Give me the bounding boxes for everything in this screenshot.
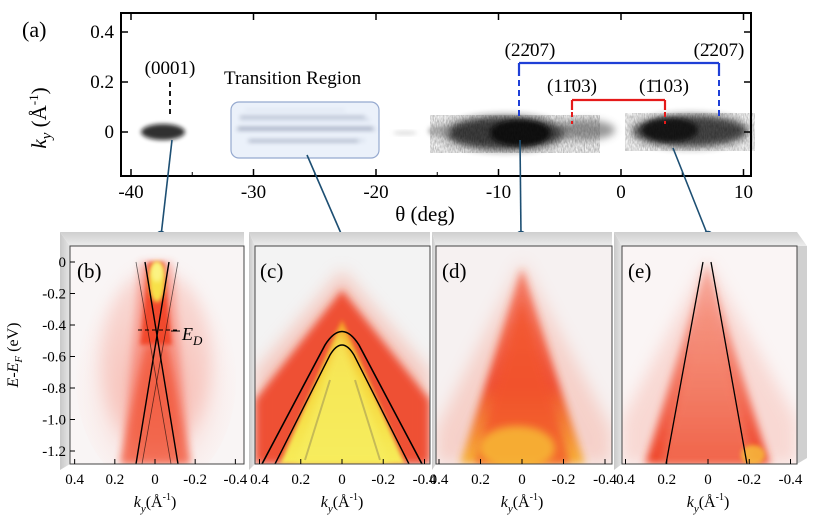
energy-tick-label: -0.6 xyxy=(42,350,66,366)
energy-tick-label: -0.8 xyxy=(42,381,66,397)
k-tick-label: 0 xyxy=(518,472,526,488)
k-tick-label: -0.2 xyxy=(183,472,207,488)
k-tick-label: -0.4 xyxy=(593,472,617,488)
energy-axis-label: E-EF (eV) xyxy=(5,323,25,389)
panel-c: (c) xyxy=(249,232,431,470)
panel-c-label: (c) xyxy=(260,259,283,283)
energy-tick-label: 0 xyxy=(59,255,67,271)
k-tick-label: 0.4 xyxy=(430,472,449,488)
k-tick-label: 0.2 xyxy=(471,472,490,488)
k-tick-label: 0.4 xyxy=(616,472,635,488)
energy-axis-ticks: 0 -0.2 -0.4 -0.6 -0.8 -1.0 -1.2 xyxy=(42,255,75,460)
k-tick-label: 0 xyxy=(151,472,159,488)
k-tick-label: 0.2 xyxy=(105,472,124,488)
red-bracket xyxy=(570,98,667,124)
annotation-0001: (0001) xyxy=(145,58,196,79)
panel-b-label: (b) xyxy=(77,259,102,283)
x-tick-label: 10 xyxy=(734,182,753,203)
panel-e: (e) xyxy=(614,232,807,470)
svg-text:ky (Å-1): ky (Å-1) xyxy=(26,87,55,148)
blue-bracket xyxy=(517,61,721,120)
panel-a-y-label: ky (Å-1) xyxy=(26,87,55,148)
k-tick-label: -0.4 xyxy=(779,472,803,488)
ed-label: ED xyxy=(181,324,203,348)
k-tick-label: 0.4 xyxy=(250,472,269,488)
panel-a-y-ticks: 0.4 0.2 0 xyxy=(90,22,751,143)
svg-text:E-EF (eV): E-EF (eV) xyxy=(5,323,25,389)
panel-d-label: (d) xyxy=(442,259,467,283)
transition-box-streaks xyxy=(238,116,373,142)
annotation-22207-right: (2̄207) xyxy=(694,40,745,61)
x-tick-label: -40 xyxy=(118,182,143,203)
k-tick-label: -0.2 xyxy=(371,472,395,488)
panel-d: (d) xyxy=(432,232,613,470)
panel-a-x-label: θ (deg) xyxy=(395,202,455,226)
y-tick-label: 0 xyxy=(105,122,115,143)
x-tick-label: 0 xyxy=(616,182,626,203)
k-axis-label: ky(Å-1) xyxy=(501,492,544,515)
x-tick-label: -20 xyxy=(363,182,388,203)
y-tick-label: 0.2 xyxy=(90,72,114,93)
energy-tick-label: -1.0 xyxy=(42,413,66,429)
panel-e-label: (e) xyxy=(628,259,651,283)
panel-a-frame xyxy=(120,12,752,177)
panel-a: (a) xyxy=(22,12,755,244)
lower-panels: (b) ED (c) xyxy=(5,232,807,515)
k-tick-label: 0.4 xyxy=(65,472,84,488)
y-tick-label: 0.4 xyxy=(90,22,114,43)
spectral-intensity-map xyxy=(141,109,755,153)
k-tick-label: -0.4 xyxy=(413,472,437,488)
k-axis-label: ky(Å-1) xyxy=(321,492,364,515)
k-axis-label: ky(Å-1) xyxy=(134,492,177,515)
annotation-transition-region: Transition Region xyxy=(224,68,362,89)
k-tick-label: 0 xyxy=(704,472,712,488)
x-tick-label: -10 xyxy=(486,182,511,203)
k-tick-label: -0.2 xyxy=(737,472,761,488)
energy-tick-label: -0.4 xyxy=(42,318,66,334)
annotation-22207-left: (22̄07) xyxy=(505,40,556,61)
annotation-1103-left: (11̄03) xyxy=(547,76,597,97)
blob-0001 xyxy=(141,124,185,140)
annotation-1103-right: (1̄103) xyxy=(639,76,689,97)
k-tick-label: -0.4 xyxy=(223,472,247,488)
k-tick-label: 0 xyxy=(338,472,346,488)
k-tick-label: 0.2 xyxy=(657,472,676,488)
k-axis-ticks: 0.4 0.2 0 -0.2 -0.4 ky(Å-1) 0.4 0.2 0 -0.2 -0.4 ky(… xyxy=(65,459,803,515)
x-tick-label: -30 xyxy=(241,182,266,203)
energy-tick-label: -1.2 xyxy=(42,444,66,460)
panel-a-label: (a) xyxy=(22,17,46,42)
panel-a-x-ticks: -40 -30 -20 -10 0 10 xyxy=(118,13,753,203)
k-axis-label: ky(Å-1) xyxy=(687,492,730,515)
k-tick-label: 0.2 xyxy=(291,472,310,488)
k-tick-label: -0.2 xyxy=(552,472,576,488)
panel-b: (b) ED xyxy=(60,232,245,470)
energy-tick-label: -0.2 xyxy=(42,287,66,303)
